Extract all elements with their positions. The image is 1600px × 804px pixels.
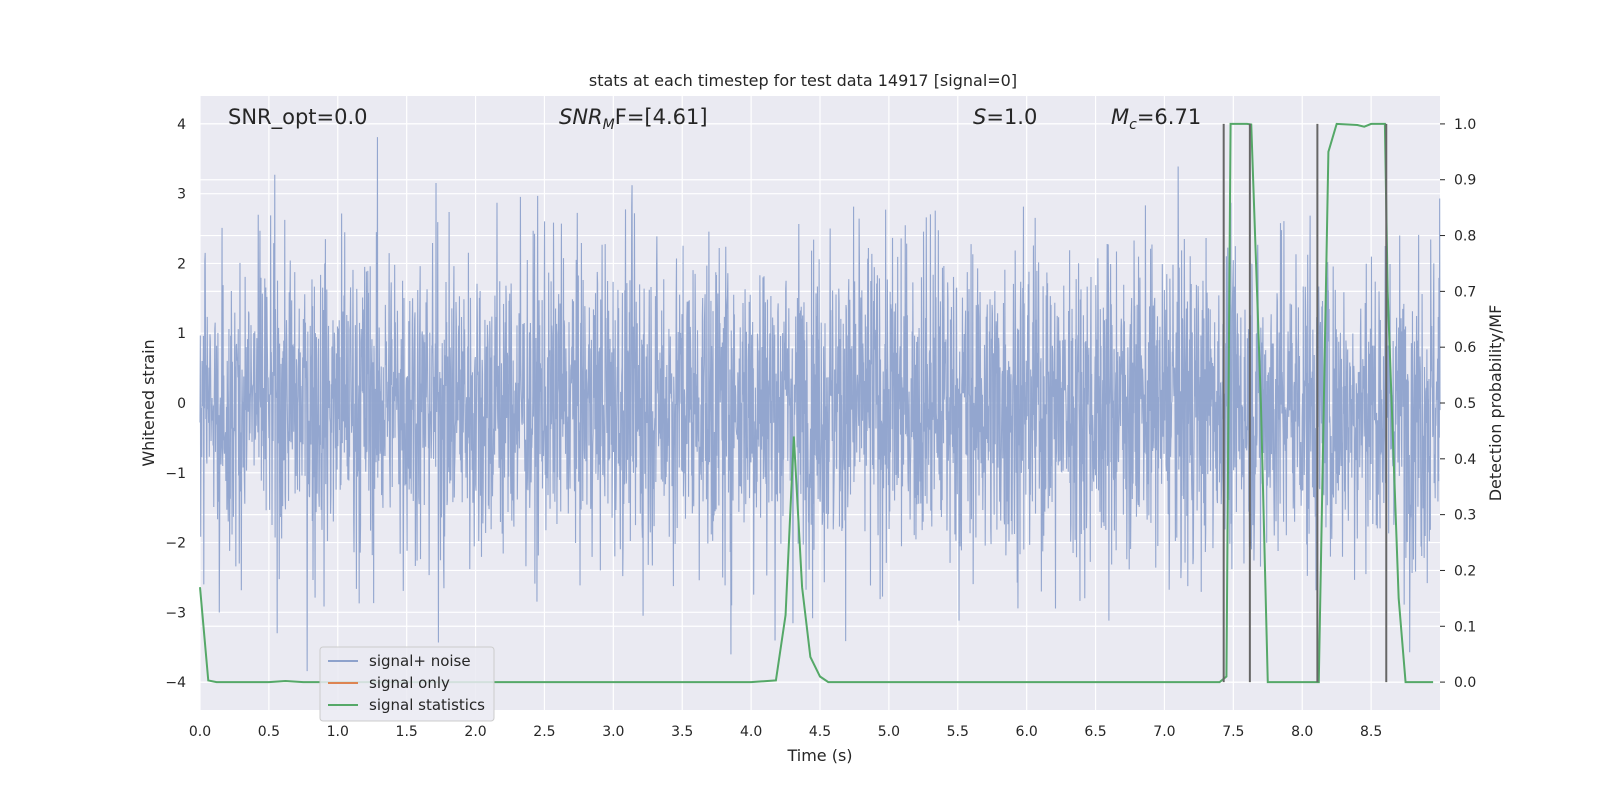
x-tick-label: 0.0 bbox=[189, 724, 211, 740]
x-tick-label: 2.5 bbox=[533, 724, 555, 740]
x-tick-label: 8.0 bbox=[1291, 724, 1313, 740]
y-tick-label: −1 bbox=[165, 466, 186, 482]
x-tick-label: 6.0 bbox=[1016, 724, 1038, 740]
x-tick-label: 5.5 bbox=[947, 724, 969, 740]
y-right-tick-label: 0.1 bbox=[1454, 619, 1476, 635]
x-tick-label: 2.0 bbox=[464, 724, 486, 740]
y-axis-right-label: Detection probability/MF bbox=[1486, 305, 1505, 502]
y-tick-label: −3 bbox=[165, 605, 186, 621]
annotation-mc: Mc=6.71 bbox=[1111, 105, 1201, 133]
signal-noise-line bbox=[199, 137, 1441, 672]
annotation-s: S=1.0 bbox=[973, 105, 1037, 129]
y-tick-label: 4 bbox=[177, 117, 186, 133]
annotation-snr-opt: SNR_opt=0.0 bbox=[228, 105, 368, 130]
y-axis-label: Whitened strain bbox=[139, 339, 158, 466]
y-tick-label: −2 bbox=[165, 536, 186, 552]
y-tick-label: 0 bbox=[177, 396, 186, 412]
tick-labels: 0.0 0.5 1.0 1.5 2.0 2.5 3.0 3.5 4.0 4.5 5.0 5.5 6.0 6… bbox=[165, 117, 1476, 740]
y-right-tick-label: 0.0 bbox=[1454, 675, 1476, 691]
y-right-tick-label: 0.5 bbox=[1454, 396, 1476, 412]
snr-mf-sub: M bbox=[603, 117, 615, 133]
legend-label-signal-statistics: signal statistics bbox=[369, 696, 485, 714]
x-tick-label: 7.5 bbox=[1222, 724, 1244, 740]
x-tick-label: 3.0 bbox=[602, 724, 624, 740]
mc-sub: c bbox=[1129, 117, 1137, 133]
y-right-tick-label: 0.2 bbox=[1454, 563, 1476, 579]
chart-title: stats at each timestep for test data 149… bbox=[589, 71, 1017, 90]
x-tick-label: 1.5 bbox=[396, 724, 418, 740]
x-tick-label: 8.5 bbox=[1360, 724, 1382, 740]
x-tick-label: 4.0 bbox=[740, 724, 762, 740]
detection-markers bbox=[1222, 123, 1388, 683]
snr-mf-rest: F=[4.61] bbox=[615, 105, 708, 129]
y-tick-label: 3 bbox=[177, 187, 186, 203]
x-tick-label: 3.5 bbox=[671, 724, 693, 740]
y-tick-label: 1 bbox=[177, 326, 186, 342]
x-tick-label: 1.0 bbox=[327, 724, 349, 740]
legend-label-signal-noise: signal+ noise bbox=[369, 652, 471, 670]
legend-label-signal-only: signal only bbox=[369, 674, 450, 692]
x-tick-label: 7.0 bbox=[1153, 724, 1175, 740]
signal-noise-series bbox=[199, 137, 1441, 672]
legend-box bbox=[319, 646, 495, 722]
y-right-tick-label: 0.9 bbox=[1454, 173, 1476, 189]
x-tick-label: 6.5 bbox=[1084, 724, 1106, 740]
mc-rest: =6.71 bbox=[1137, 105, 1201, 129]
s-name: S bbox=[973, 105, 986, 129]
y-right-tick-label: 0.7 bbox=[1454, 284, 1476, 300]
y-tick-label: 2 bbox=[177, 256, 186, 272]
x-tick-label: 5.0 bbox=[878, 724, 900, 740]
y-tick-label: −4 bbox=[165, 675, 186, 691]
y-right-tick-label: 0.6 bbox=[1454, 340, 1476, 356]
y-right-tick-label: 0.3 bbox=[1454, 508, 1476, 524]
annotation-snr-mf: SNRMF=[4.61] bbox=[559, 105, 708, 133]
y-right-tick-label: 0.4 bbox=[1454, 452, 1476, 468]
legend: signal+ noise signal only signal statist… bbox=[319, 646, 495, 722]
x-tick-label: 0.5 bbox=[258, 724, 280, 740]
snr-mf-name: SNR bbox=[559, 105, 603, 129]
x-tick-label: 4.5 bbox=[809, 724, 831, 740]
s-rest: =1.0 bbox=[986, 105, 1037, 129]
x-axis-label: Time (s) bbox=[786, 746, 852, 765]
y-right-tick-label: 0.8 bbox=[1454, 229, 1476, 245]
y-right-tick-label: 1.0 bbox=[1454, 117, 1476, 133]
mc-name: M bbox=[1111, 105, 1129, 129]
